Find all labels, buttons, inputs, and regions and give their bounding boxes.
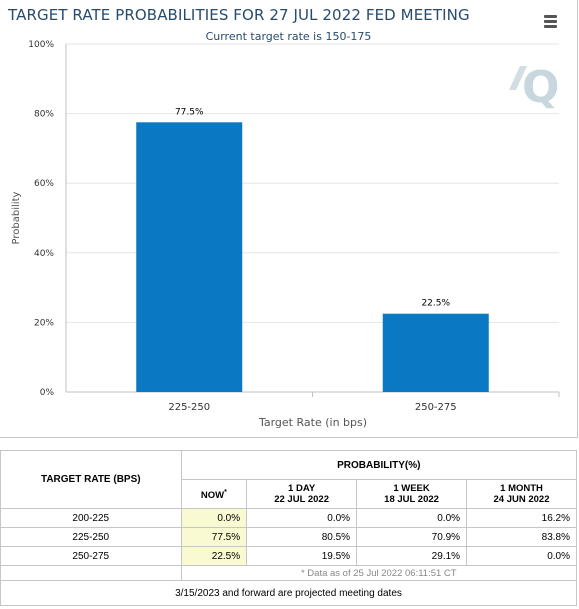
chart-title: TARGET RATE PROBABILITIES FOR 27 JUL 202… <box>8 6 470 24</box>
month-cell: 83.8% <box>466 527 577 547</box>
month-cell: 16.2% <box>466 508 577 528</box>
y-tick-label: 40% <box>34 249 54 259</box>
y-tick-label: 100% <box>28 40 54 50</box>
x-tick-label: 250-275 <box>415 402 457 413</box>
chart-subtitle: Current target rate is 150-175 <box>205 30 372 43</box>
rate-cell: 200-225 <box>0 508 182 528</box>
projected-dates-note: 3/15/2023 and forward are projected meet… <box>0 580 577 606</box>
chart-panel: Q 0% 20% 40% 60% 80% 100% 77.5% 22.5% 225-250 2… <box>0 0 578 438</box>
x-axis-label: Target Rate (in bps) <box>258 416 367 429</box>
data-timestamp-row: * Data as of 25 Jul 2022 06:11:51 CT <box>0 565 578 581</box>
data-label: 22.5% <box>421 299 450 309</box>
bar-chart: Q 0%20%40%60%80%100% 77.5%22.5% 225-250 2… <box>11 40 560 429</box>
table-row: 250-275 22.5% 19.5% 29.1% 0.0% <box>0 546 577 566</box>
data-timestamp-note: * Data as of 25 Jul 2022 06:11:51 CT <box>180 565 578 581</box>
col-1month-header: 1 MONTH 24 JUN 2022 <box>466 479 577 509</box>
data-labels: 77.5% 22.5% <box>175 107 451 308</box>
table-row: 200-225 0.0% 0.0% 0.0% 16.2% <box>0 508 577 528</box>
day-cell: 19.5% <box>246 546 358 566</box>
week-cell: 0.0% <box>356 508 468 528</box>
week-cell: 70.9% <box>356 527 468 547</box>
now-cell: 77.5% <box>180 527 248 547</box>
col-1day-header: 1 DAY 22 JUL 2022 <box>246 479 358 509</box>
table-row: 225-250 77.5% 80.5% 70.9% 83.8% <box>0 527 577 547</box>
now-cell: 0.0% <box>180 508 248 528</box>
y-axis-label: Probability <box>11 191 22 244</box>
day-cell: 0.0% <box>246 508 358 528</box>
x-tick-label: 225-250 <box>168 402 210 413</box>
probability-table-panel: TARGET RATE (BPS) PROBABILITY(%) NOW* 1 … <box>0 450 579 609</box>
y-axis-ticks: 0% 20% 40% 60% 80% 100% <box>28 40 54 398</box>
bar[interactable] <box>382 313 489 392</box>
day-cell: 80.5% <box>246 527 358 547</box>
week-cell: 29.1% <box>356 546 468 566</box>
data-label: 77.5% <box>175 107 204 117</box>
footer-row: 3/15/2023 and forward are projected meet… <box>0 580 577 606</box>
y-tick-label: 0% <box>40 388 55 398</box>
rate-cell: 250-275 <box>0 546 182 566</box>
rate-cell: 225-250 <box>0 527 182 547</box>
target-rate-header: TARGET RATE (BPS) <box>0 450 182 509</box>
bar[interactable] <box>136 122 243 393</box>
col-now-header: NOW* <box>180 479 248 509</box>
y-tick-label: 60% <box>34 179 54 189</box>
y-tick-label: 80% <box>34 110 54 120</box>
bars <box>136 122 489 393</box>
y-tick-label: 20% <box>34 318 54 328</box>
probability-table: TARGET RATE (BPS) PROBABILITY(%) NOW* 1 … <box>0 450 578 606</box>
x-axis-ticks: 225-250 250-275 <box>168 392 560 413</box>
probability-header: PROBABILITY(%) <box>180 450 578 480</box>
svg-text:Q: Q <box>522 62 559 113</box>
month-cell: 0.0% <box>466 546 577 566</box>
watermark-logo: Q <box>509 62 559 113</box>
hamburger-menu-icon[interactable] <box>538 12 562 34</box>
col-1week-header: 1 WEEK 18 JUL 2022 <box>356 479 468 509</box>
now-cell: 22.5% <box>180 546 248 566</box>
